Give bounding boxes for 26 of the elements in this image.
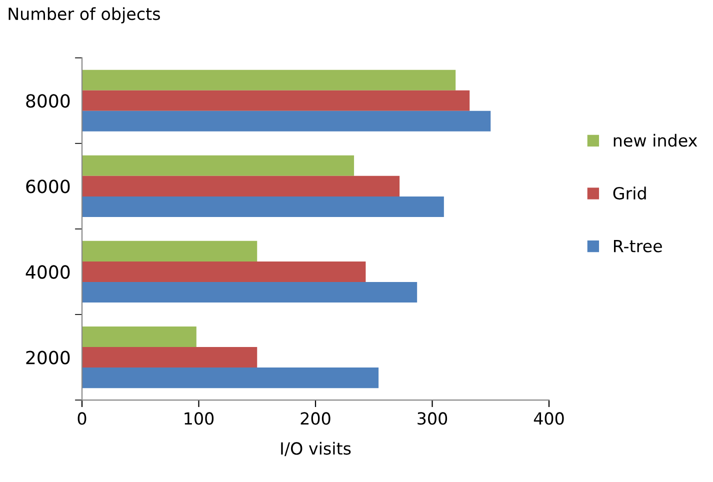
y-tick-label: 4000 xyxy=(26,265,70,279)
bar xyxy=(82,326,196,348)
bar xyxy=(82,176,400,196)
y-tick-label: 8000 xyxy=(26,94,70,108)
bar xyxy=(82,240,258,262)
x-axis-title: I/O visits xyxy=(281,442,351,456)
y-tick-label: 2000 xyxy=(26,350,70,364)
legend-label: Grid xyxy=(613,186,646,200)
bar xyxy=(82,196,444,217)
bar xyxy=(82,155,354,176)
bar xyxy=(82,261,366,282)
x-tick-label: 0 xyxy=(78,412,86,425)
bar xyxy=(82,110,491,132)
x-tick-label: 400 xyxy=(534,412,564,425)
x-tick-label: 100 xyxy=(184,412,214,425)
bar xyxy=(82,368,379,388)
legend-label: R-tree xyxy=(614,240,662,252)
x-tick-label: 300 xyxy=(418,412,448,425)
legend-label: new index xyxy=(614,134,698,147)
bar xyxy=(82,90,470,111)
bar xyxy=(82,70,456,90)
bar xyxy=(82,282,418,303)
x-tick-label: 200 xyxy=(300,412,330,425)
y-tick-label: 6000 xyxy=(26,180,70,194)
bar xyxy=(82,347,258,368)
y-axis-title: Number of objects xyxy=(8,7,160,24)
